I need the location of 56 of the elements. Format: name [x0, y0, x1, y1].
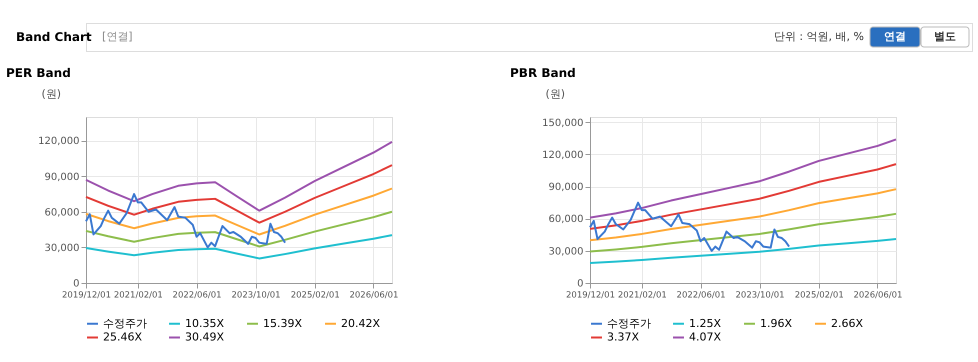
legend-label: 수정주가 [103, 316, 147, 330]
y-tick-label: 120,000 [38, 136, 80, 148]
line-series [589, 238, 897, 264]
legend-label: 25.46X [103, 330, 142, 344]
text: 연결 [884, 30, 906, 43]
y-axis-title: (원) [42, 88, 62, 100]
line-series [85, 188, 393, 236]
y-tick-label: 90,000 [44, 172, 80, 183]
x-tick-label: 2025/02/01 [794, 290, 844, 300]
legend-label: 30.49X [185, 330, 224, 344]
y-tick-label: 60,000 [44, 207, 80, 218]
text: [연결] [102, 30, 133, 43]
x-tick-label: 2023/10/01 [232, 290, 281, 300]
y-tick-label: 30,000 [548, 246, 584, 258]
y-tick-label: 60,000 [548, 214, 584, 226]
line-series [589, 212, 897, 253]
x-tick-label: 2021/02/01 [114, 290, 163, 300]
chart-title: PBR Band [510, 66, 576, 80]
x-tick-label: 2026/06/01 [853, 290, 902, 300]
y-tick-label: 0 [73, 278, 80, 290]
text: 별도 [934, 30, 956, 43]
x-tick-label: 2019/12/01 [62, 290, 111, 300]
x-tick-label: 2022/06/01 [676, 290, 726, 300]
legend-label: 2.66X [831, 316, 864, 330]
line-series [85, 140, 393, 212]
x-tick-label: 2026/06/01 [349, 290, 398, 300]
text: Band Chart [16, 30, 92, 44]
y-tick-label: 0 [577, 278, 584, 290]
legend-label: 수정주가 [607, 316, 651, 330]
y-tick-label: 30,000 [44, 242, 80, 254]
legend-label: 10.35X [185, 316, 224, 330]
x-tick-label: 2019/12/01 [566, 290, 615, 300]
line-series [85, 164, 393, 224]
y-tick-label: 90,000 [548, 182, 584, 194]
line-series [589, 163, 897, 230]
y-tick-label: 120,000 [542, 150, 584, 161]
legend-label: 1.96X [760, 316, 792, 330]
x-tick-label: 2021/02/01 [618, 290, 667, 300]
line-series [85, 234, 393, 260]
legend-label: 15.39X [263, 316, 302, 330]
line-series [85, 193, 286, 248]
text: 단위 : 억원, 배, % [774, 30, 864, 43]
legend-label: 3.37X [607, 330, 640, 344]
x-tick-label: 2023/10/01 [736, 290, 785, 300]
line-series [589, 202, 790, 252]
line-series [589, 188, 897, 242]
y-tick-label: 150,000 [542, 118, 584, 129]
legend-label: 1.25X [689, 316, 722, 330]
legend-label: 4.07X [689, 330, 722, 344]
legend-label: 20.42X [341, 316, 380, 330]
x-tick-label: 2022/06/01 [172, 290, 222, 300]
y-axis-title: (원) [546, 88, 566, 100]
x-tick-label: 2025/02/01 [290, 290, 340, 300]
chart-title: PER Band [6, 66, 71, 80]
line-series [589, 138, 897, 219]
line-series [85, 210, 393, 248]
